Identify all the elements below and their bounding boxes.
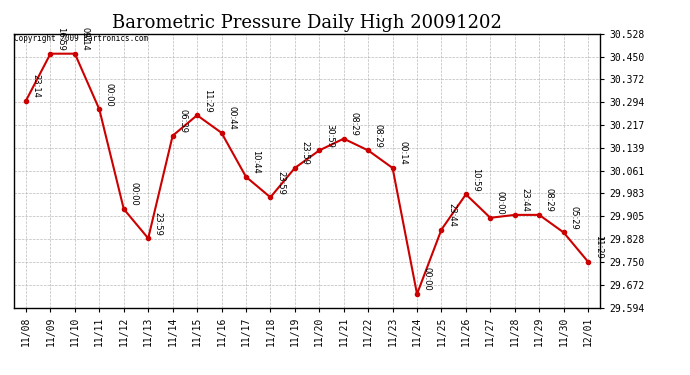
Text: 00:14: 00:14	[398, 141, 407, 165]
Text: 23:59: 23:59	[276, 171, 285, 195]
Text: 08:29: 08:29	[349, 112, 358, 136]
Text: 23:14: 23:14	[32, 74, 41, 98]
Text: 23:59: 23:59	[300, 141, 309, 165]
Text: 00:44: 00:44	[227, 106, 236, 130]
Text: 05:29: 05:29	[569, 206, 578, 230]
Text: 30:59: 30:59	[325, 124, 334, 148]
Text: 10:59: 10:59	[471, 168, 480, 192]
Text: 00:00: 00:00	[496, 191, 505, 215]
Text: 23:44: 23:44	[520, 188, 529, 212]
Title: Barometric Pressure Daily High 20091202: Barometric Pressure Daily High 20091202	[112, 14, 502, 32]
Text: 16:59: 16:59	[56, 27, 65, 51]
Text: 00:00: 00:00	[129, 183, 138, 206]
Text: 09:14: 09:14	[81, 27, 90, 51]
Text: 23:59: 23:59	[154, 211, 163, 236]
Text: 10:44: 10:44	[252, 150, 261, 174]
Text: Copyright 2009 Bartronics.com: Copyright 2009 Bartronics.com	[14, 34, 148, 43]
Text: 11:29: 11:29	[593, 235, 602, 259]
Text: 00:00: 00:00	[422, 267, 431, 291]
Text: 08:29: 08:29	[374, 124, 383, 148]
Text: 08:29: 08:29	[545, 188, 554, 212]
Text: 11:29: 11:29	[203, 89, 212, 112]
Text: 23:44: 23:44	[447, 203, 456, 227]
Text: 06:39: 06:39	[178, 109, 187, 133]
Text: 00:00: 00:00	[105, 83, 114, 106]
